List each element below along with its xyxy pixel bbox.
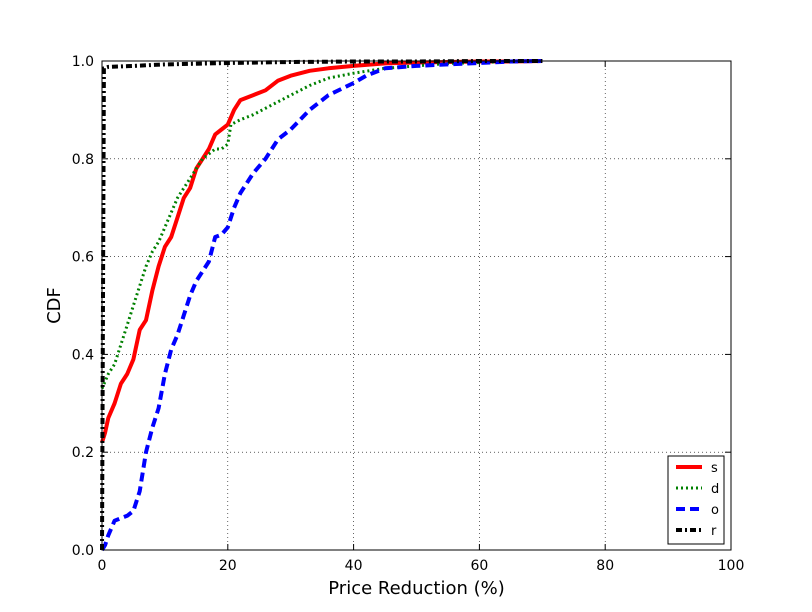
y-tick-label: 0.2 [72, 445, 94, 461]
plot-frame [101, 60, 732, 551]
x-tick-label: 40 [345, 558, 363, 574]
x-tick-label: 0 [98, 558, 107, 574]
legend-label-d: d [711, 482, 719, 497]
x-tick-label: 80 [596, 558, 614, 574]
y-tick-label: 0.4 [72, 347, 94, 363]
legend-label-s: s [711, 461, 718, 476]
axis-ticks: 0 20 40 60 80 100 0.0 0.2 0.4 0.6 0.8 1.0 [72, 54, 745, 574]
y-tick-label: 0.8 [72, 152, 94, 168]
y-axis-title: CDF [44, 287, 65, 324]
legend-label-o: o [711, 503, 719, 518]
y-tick-label: 1.0 [72, 54, 94, 70]
legend-label-r: r [711, 524, 717, 539]
x-tick-label: 20 [219, 558, 237, 574]
y-tick-label: 0.6 [72, 250, 94, 266]
x-tick-label: 100 [718, 558, 745, 574]
grid-lines [102, 61, 731, 550]
x-tick-label: 60 [470, 558, 488, 574]
y-tick-label: 0.0 [72, 543, 94, 559]
series-line-d [100, 59, 543, 390]
series-line-o [100, 59, 543, 552]
x-axis-title: Price Reduction (%) [328, 578, 504, 599]
